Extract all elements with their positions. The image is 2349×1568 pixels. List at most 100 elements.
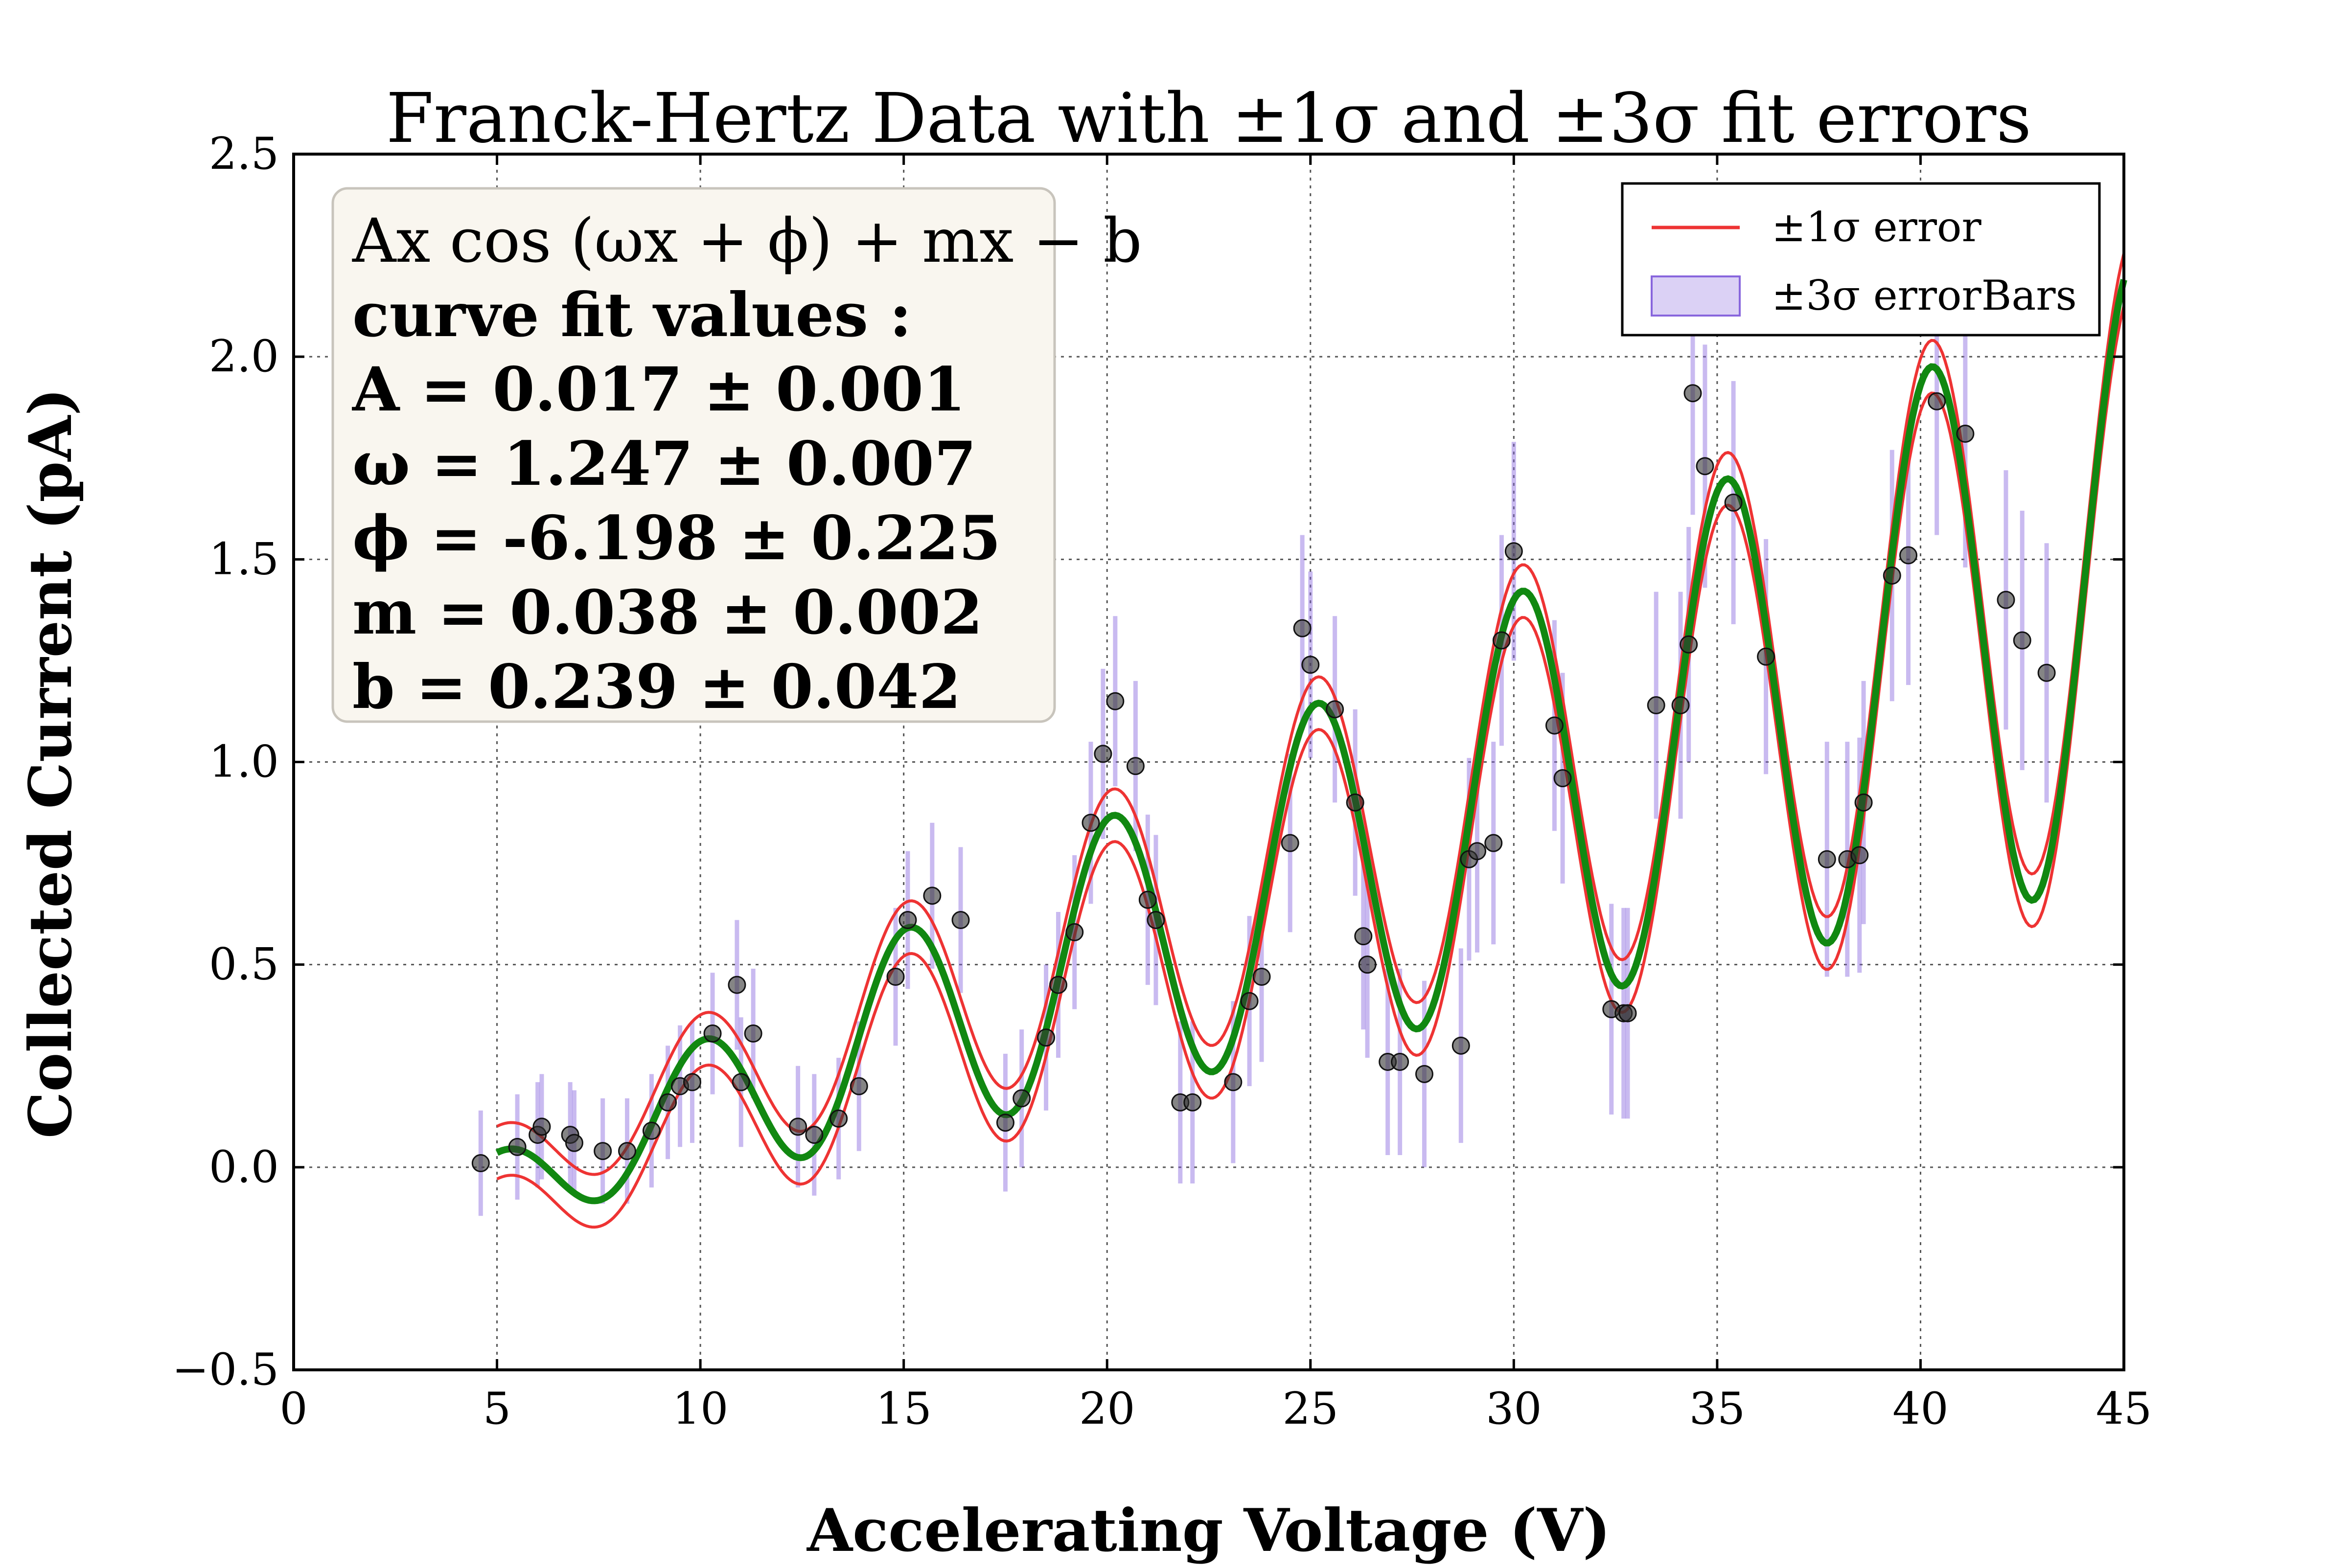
fit-box-line: Ax cos (ωx + ϕ) + mx − b (352, 206, 1142, 276)
data-point (1553, 769, 1572, 788)
data-point (1680, 635, 1698, 654)
y-tick-label: 2.5 (209, 128, 279, 180)
sigma-band (496, 253, 2125, 1229)
x-tick-label: 30 (1486, 1383, 1542, 1434)
data-point (805, 1126, 824, 1144)
x-tick-label: 0 (279, 1383, 307, 1434)
fit-box-line: A = 0.017 ± 0.001 (352, 354, 966, 425)
legend-frame (1621, 182, 2101, 337)
data-point (886, 968, 905, 986)
x-tick-label: 25 (1283, 1383, 1339, 1434)
x-tick-label: 15 (875, 1383, 932, 1434)
fit-box-line: b = 0.239 ± 0.042 (352, 652, 961, 723)
data-point (1854, 793, 1873, 812)
data-point (2037, 663, 2056, 682)
data-point (1468, 842, 1487, 861)
data-point (1094, 745, 1112, 763)
y-tick-label: 1.0 (209, 736, 279, 788)
data-point (850, 1077, 868, 1095)
x-tick-label: 40 (1892, 1383, 1949, 1434)
data-point (728, 976, 746, 994)
data-point (1647, 696, 1665, 715)
data-point (1997, 591, 2015, 609)
fit-box-line: ω = 1.247 ± 0.007 (352, 429, 976, 500)
data-point (898, 911, 917, 930)
data-point (1757, 647, 1775, 666)
data-point (732, 1073, 750, 1091)
data-point (683, 1073, 701, 1091)
data-point (1545, 716, 1564, 735)
data-point (594, 1142, 612, 1160)
data-point (1618, 1004, 1637, 1023)
data-point (829, 1109, 848, 1128)
data-point (1899, 546, 1918, 565)
legend-label: ±1σ error (1772, 203, 1981, 251)
data-point (1224, 1073, 1243, 1091)
data-point (1354, 927, 1373, 946)
data-point (1183, 1093, 1202, 1112)
data-point (1013, 1089, 1031, 1108)
x-tick-label: 35 (1689, 1383, 1746, 1434)
fit-box-background (331, 187, 1056, 723)
data-point (1240, 992, 1259, 1010)
data-point (703, 1024, 722, 1043)
data-point (1281, 834, 1299, 852)
fit-box-line: m = 0.038 ± 0.002 (352, 577, 983, 648)
y-tick-label: 1.5 (209, 533, 279, 585)
data-point (1850, 846, 1869, 864)
data-point (1683, 384, 1702, 403)
x-tick-label: 5 (483, 1383, 511, 1434)
data-points (471, 384, 2056, 1173)
data-point (923, 886, 942, 905)
y-tick-label: −0.5 (172, 1344, 279, 1395)
data-point (471, 1154, 490, 1173)
data-point (1252, 968, 1271, 986)
data-point (618, 1142, 637, 1160)
data-point (1451, 1036, 1470, 1055)
y-tick-label: 0.0 (209, 1141, 279, 1193)
data-point (1818, 850, 1836, 868)
x-tick-label: 45 (2096, 1383, 2152, 1434)
y-axis-ticks: −0.5 0.0 0.5 1.0 1.5 2.0 2.5 (172, 128, 2124, 1395)
data-point (1147, 911, 1165, 930)
data-point (1126, 757, 1145, 775)
data-point (659, 1093, 677, 1112)
data-point (1301, 656, 1320, 674)
lower-sigma-line (496, 305, 2125, 1229)
data-point (1724, 493, 1743, 512)
data-point (1326, 700, 1344, 719)
data-point (508, 1137, 527, 1156)
data-point (1504, 542, 1523, 561)
upper-sigma-line (496, 253, 2125, 1176)
x-tick-label: 20 (1079, 1383, 1135, 1434)
data-point (1037, 1028, 1056, 1047)
fit-box-line: ϕ = -6.198 ± 0.225 (352, 503, 1001, 574)
data-point (1106, 692, 1125, 710)
data-point (1346, 793, 1364, 812)
chart-title: Franck-Hertz Data with ±1σ and ±3σ fit e… (386, 79, 2031, 159)
data-point (1138, 890, 1157, 909)
data-point (1696, 457, 1714, 476)
y-axis-label: Collected Current (pA) (16, 388, 85, 1138)
data-point (951, 911, 970, 930)
data-point (1928, 392, 1946, 410)
data-point (1883, 566, 1901, 585)
data-point (789, 1117, 807, 1136)
data-point (744, 1024, 762, 1043)
data-point (1671, 696, 1690, 715)
y-tick-label: 0.5 (209, 939, 279, 990)
data-point (1484, 834, 1503, 852)
x-axis-label: Accelerating Voltage (V) (806, 1496, 1611, 1565)
data-point (1492, 631, 1511, 650)
data-point (565, 1134, 583, 1152)
legend: ±1σ error ±3σ errorBars (1621, 182, 2101, 337)
data-point (1415, 1065, 1433, 1083)
x-axis-ticks: 0 5 10 15 20 25 30 35 40 45 (279, 154, 2152, 1434)
data-point (1065, 923, 1084, 941)
y-tick-label: 2.0 (209, 331, 279, 382)
data-point (1049, 976, 1067, 994)
data-point (1391, 1052, 1409, 1071)
